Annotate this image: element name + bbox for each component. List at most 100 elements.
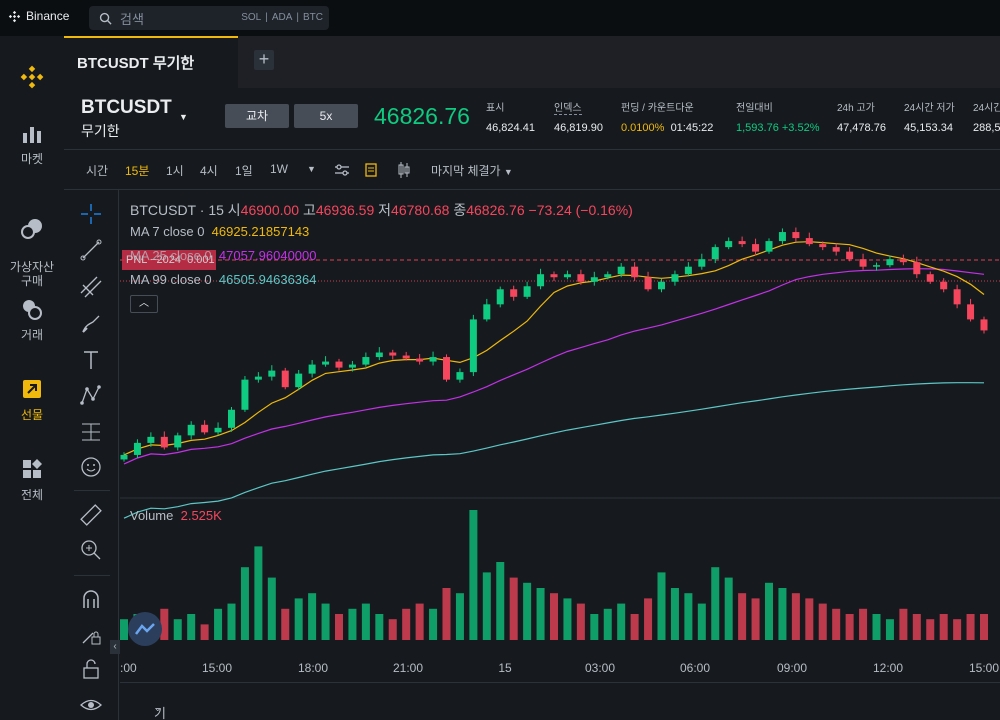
volume-bar xyxy=(227,603,236,640)
volume-bar xyxy=(160,608,169,640)
stat-label: 24h 고가 xyxy=(837,103,875,114)
indicator-icon[interactable] xyxy=(364,163,378,177)
candle-body xyxy=(362,357,370,365)
chart-area[interactable]: :00 15:00 18:00 21:00 15 03:00 06:00 09:00 12:00… xyxy=(120,190,1000,680)
stat-value: 47,478.76 xyxy=(837,122,886,134)
tab-btcusdt-perpetual[interactable]: BTCUSDT 무기한 xyxy=(64,36,238,88)
volume-bar xyxy=(200,624,209,640)
candle-body xyxy=(496,289,504,305)
candle-body xyxy=(778,232,786,242)
open-label: 시 xyxy=(227,202,241,218)
volume-bar xyxy=(187,614,196,640)
price-type-label: 마지막 체결가 xyxy=(431,164,501,178)
nav-item-all[interactable]: 전체 xyxy=(0,458,64,503)
tab-label: BTCUSDT 무기한 xyxy=(77,55,195,72)
leverage-button[interactable]: 5x xyxy=(294,104,358,128)
brush-icon[interactable] xyxy=(79,312,103,336)
pattern-icon[interactable] xyxy=(79,383,103,407)
funding-countdown: 01:45:22 xyxy=(670,122,714,134)
pnl-tag[interactable]: PNL −2024 0.001 xyxy=(122,250,216,270)
interval-1w[interactable]: 1W xyxy=(270,162,288,176)
unlock-icon[interactable] xyxy=(79,657,103,681)
candle-body xyxy=(684,266,692,275)
eye-icon[interactable] xyxy=(79,693,103,717)
nav-item-futures[interactable]: 선물 xyxy=(0,378,64,423)
nav-item-trade[interactable]: 거래 xyxy=(0,298,64,343)
candle-body xyxy=(577,274,585,282)
price-chart[interactable]: :00 15:00 18:00 21:00 15 03:00 06:00 09:00 12:00… xyxy=(120,190,1000,680)
candle-body xyxy=(348,364,356,368)
volume-bar xyxy=(321,603,330,640)
volume-bar xyxy=(442,588,451,640)
chart-symbol: BTCUSDT xyxy=(130,202,196,218)
candle-body xyxy=(483,304,491,320)
fibonacci-icon[interactable] xyxy=(79,275,103,299)
candle-body xyxy=(429,357,437,362)
toolbar-collapse-button[interactable]: ‹ xyxy=(110,640,120,654)
volume-bar xyxy=(523,582,532,640)
candle-type-icon[interactable] xyxy=(397,161,411,179)
nav-logo[interactable] xyxy=(0,64,64,96)
volume-bar xyxy=(778,588,787,640)
legend-collapse-button[interactable]: ︿ xyxy=(130,295,158,313)
volume-bar xyxy=(885,619,894,640)
interval-1d[interactable]: 1일 xyxy=(235,164,253,178)
candle-body xyxy=(658,281,665,290)
zoom-in-icon[interactable] xyxy=(79,538,103,562)
ruler-icon[interactable] xyxy=(79,503,103,527)
magnet-icon[interactable] xyxy=(79,588,103,612)
search-tags: SOL | ADA | BTC xyxy=(241,12,323,23)
interval-4h[interactable]: 4시 xyxy=(200,164,218,178)
candle-body xyxy=(953,289,961,305)
volume-bar xyxy=(388,619,397,640)
stat-label: 24시간 저가 xyxy=(904,103,955,114)
stat-label: 펀딩 / 카운트다운 xyxy=(621,103,694,114)
brand-logo[interactable]: Binance xyxy=(8,9,69,23)
price-type-dropdown[interactable]: 마지막 체결가 ▼ xyxy=(431,164,513,178)
search-tag[interactable]: SOL xyxy=(241,12,262,23)
candle-body xyxy=(711,247,719,260)
emoji-icon[interactable] xyxy=(79,455,103,479)
volume-bar xyxy=(294,598,303,640)
symbol-dropdown-icon[interactable]: ▼ xyxy=(179,112,188,122)
pnl-qty: 0.001 xyxy=(187,254,215,266)
candle-body xyxy=(174,435,182,448)
search-icon xyxy=(99,12,112,25)
lock-drawing-icon[interactable] xyxy=(79,623,103,647)
chart-settings-icon[interactable] xyxy=(334,163,350,177)
add-tab-button[interactable]: + xyxy=(254,50,274,70)
volume-bar xyxy=(966,614,975,640)
x-tick-label: 15 xyxy=(498,661,512,675)
market-chart-icon xyxy=(23,127,41,143)
interval-more-icon[interactable]: ▼ xyxy=(307,164,316,174)
stat-label[interactable]: 인덱스 xyxy=(554,103,582,115)
nav-item-buy-crypto[interactable]: 가상자산 구매 xyxy=(0,204,64,288)
trend-line-icon[interactable] xyxy=(79,238,103,262)
interval-15m[interactable]: 15분 xyxy=(125,164,150,178)
candle-body xyxy=(980,319,988,331)
volume-bar xyxy=(590,614,599,640)
candle-body xyxy=(281,370,289,388)
stat-24h-high: 24h 고가 47,478.76 xyxy=(837,99,886,134)
period-label: 기간 xyxy=(154,706,166,720)
crosshair-icon[interactable] xyxy=(79,202,103,226)
change-value: −73.24 (−0.16%) xyxy=(528,202,633,218)
symbol-name[interactable]: BTCUSDT xyxy=(81,97,172,118)
volume-bar xyxy=(980,614,988,640)
search-tag[interactable]: ADA xyxy=(271,12,293,23)
volume-bar xyxy=(939,614,948,640)
volume-bar xyxy=(657,572,666,640)
x-tick-label: 15:00 xyxy=(969,661,999,675)
interval-1h[interactable]: 1시 xyxy=(166,164,184,178)
volume-bar xyxy=(240,567,249,640)
tab-bar: BTCUSDT 무기한 + xyxy=(64,36,1000,88)
search-tag[interactable]: BTC xyxy=(303,12,323,23)
nav-item-market[interactable]: 마켓 xyxy=(0,124,64,167)
measure-icon[interactable] xyxy=(79,420,103,444)
volume-bar xyxy=(173,619,182,640)
volume-bar xyxy=(617,603,626,640)
left-navigation: 마켓 가상자산 구매 거래 선물 전체 xyxy=(0,36,64,720)
text-tool-icon[interactable] xyxy=(79,348,103,372)
search-input[interactable]: 검색 SOL | ADA | BTC xyxy=(89,6,329,30)
margin-mode-button[interactable]: 교차 xyxy=(225,104,289,128)
